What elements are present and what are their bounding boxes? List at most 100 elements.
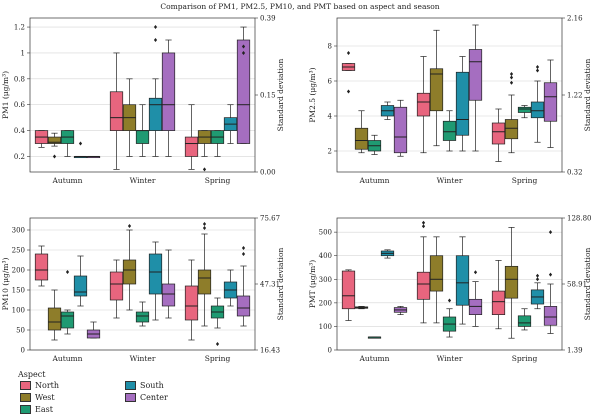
chart-panel-4: 0 100 200 300 400 500 128.80 58.91 1.39 PMT (μg/m… xyxy=(308,215,592,364)
box-center-winter xyxy=(468,24,483,152)
outlier-point xyxy=(52,154,57,159)
box-south-autumn xyxy=(380,101,395,120)
legend-swatch xyxy=(20,381,31,390)
box-south-winter xyxy=(148,241,163,321)
x-tick-label: Autumn xyxy=(358,176,389,185)
x-tick-label: Winter xyxy=(437,176,463,185)
y-tick-label: 100 xyxy=(12,307,25,315)
box-east-winter xyxy=(442,110,457,152)
box-body xyxy=(161,283,176,307)
box-south-spring xyxy=(223,269,238,307)
box-north-spring xyxy=(491,260,506,330)
box-body xyxy=(109,271,124,301)
box-center-winter xyxy=(468,270,483,327)
box-east-winter xyxy=(442,298,457,338)
outlier-point xyxy=(65,270,70,274)
outlier-point xyxy=(509,72,514,76)
y2-tick-label: 0.32 xyxy=(567,169,583,177)
y-tick-label: 1 xyxy=(21,49,25,57)
box-east-spring xyxy=(517,105,532,119)
legend-item-south: South xyxy=(125,381,164,390)
legend-label: Center xyxy=(140,393,168,402)
box-body xyxy=(416,92,431,117)
outlier-point xyxy=(535,277,540,282)
y-tick-label: 100 xyxy=(319,323,332,331)
box-body xyxy=(517,315,532,327)
y2-tick-label: 1.39 xyxy=(567,347,583,355)
box-center-autumn xyxy=(393,306,408,315)
outlier-point xyxy=(548,272,553,277)
y-tick-label: 0 xyxy=(21,347,25,355)
legend-swatch xyxy=(125,381,136,390)
y2-axis-label: Standard deviation xyxy=(583,248,592,321)
y-tick-label: 200 xyxy=(12,267,25,275)
box-body xyxy=(491,290,506,315)
box-south-autumn xyxy=(380,249,395,259)
y2-tick-label: 47.31 xyxy=(260,281,280,289)
box-north-autumn xyxy=(341,269,356,321)
box-north-winter xyxy=(109,259,124,319)
outlier-point xyxy=(346,51,351,55)
x-tick-label: Spring xyxy=(512,354,538,363)
y-tick-label: 0.2 xyxy=(14,153,25,161)
outlier-point xyxy=(509,80,514,85)
x-tick-label: Autumn xyxy=(51,176,82,185)
x-tick-label: Winter xyxy=(130,176,156,185)
outlier-point xyxy=(202,167,207,172)
box-west-autumn xyxy=(47,132,62,159)
box-south-spring xyxy=(530,273,545,310)
outlier-point xyxy=(509,75,514,80)
box-body xyxy=(530,101,545,119)
legend-swatch xyxy=(20,393,31,402)
legend-item-north: North xyxy=(20,381,59,390)
box-center-autumn xyxy=(86,155,101,159)
outlier-point xyxy=(153,25,158,30)
box-body xyxy=(135,130,150,144)
box-body xyxy=(47,136,62,144)
box-west-winter xyxy=(429,29,444,147)
outlier-point xyxy=(473,270,478,275)
figure-title: Comparison of PM1, PM2.5, PM10, and PMT … xyxy=(160,2,439,11)
box-center-spring xyxy=(543,59,558,148)
box-body xyxy=(504,265,519,299)
outlier-point xyxy=(346,89,351,94)
box-south-spring xyxy=(530,65,545,143)
y2-tick-label: 0.00 xyxy=(260,169,276,177)
outlier-point xyxy=(421,220,426,225)
outlier-point xyxy=(535,68,540,73)
box-east-autumn xyxy=(60,130,75,157)
y2-tick-label: 75.67 xyxy=(260,215,280,223)
box-south-winter xyxy=(455,236,470,325)
box-west-spring xyxy=(504,72,519,154)
x-tick-label: Winter xyxy=(437,354,463,363)
outlier-point xyxy=(127,224,132,228)
plot-frame xyxy=(336,17,563,173)
outlier-point xyxy=(202,226,207,230)
box-center-winter xyxy=(161,249,176,319)
box-center-winter xyxy=(161,39,176,157)
box-body xyxy=(184,285,199,321)
box-center-spring xyxy=(543,230,558,334)
box-body xyxy=(429,68,444,112)
y-axis-label: PM2.5 (μg/m³) xyxy=(308,67,317,122)
legend-item-center: Center xyxy=(125,393,168,402)
y2-tick-label: 1.22 xyxy=(567,92,583,100)
box-east-spring xyxy=(210,130,225,157)
outlier-point xyxy=(447,298,452,303)
box-body xyxy=(393,106,408,154)
box-south-autumn xyxy=(73,141,88,159)
box-east-autumn xyxy=(367,336,382,339)
box-body xyxy=(354,127,369,150)
box-south-winter xyxy=(455,56,470,152)
legend-item-west: West xyxy=(20,393,55,402)
box-body xyxy=(543,82,558,122)
y2-tick-label: 128.80 xyxy=(567,215,592,223)
box-body xyxy=(504,119,519,140)
box-body xyxy=(148,97,163,131)
y-axis-label: PMT (μg/m³) xyxy=(308,260,317,308)
box-body xyxy=(468,298,483,315)
outlier-point xyxy=(241,246,246,250)
y-axis-label: PM10 (μg/m³) xyxy=(1,258,10,311)
box-east-autumn xyxy=(367,134,382,155)
y-tick-label: 8 xyxy=(328,43,332,51)
